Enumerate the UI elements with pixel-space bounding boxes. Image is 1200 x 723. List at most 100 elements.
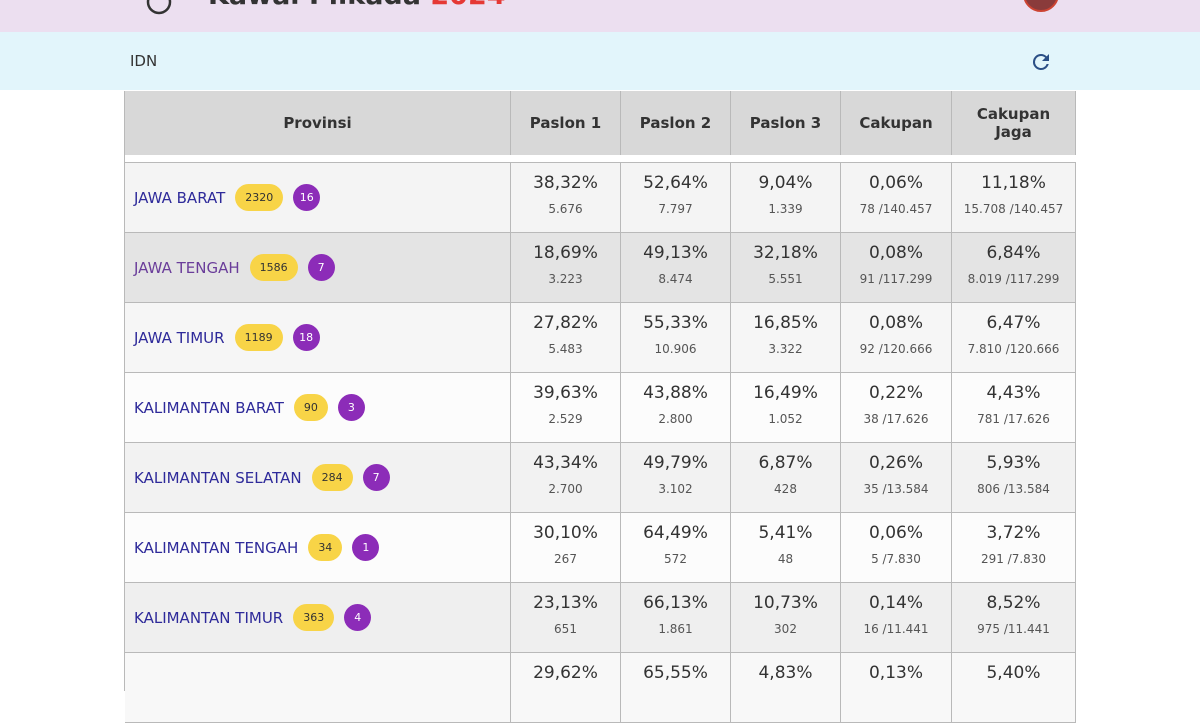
percentage: 16,85%: [753, 313, 818, 333]
vote-count: 3.102: [658, 482, 693, 496]
value-cell: 18,69% 3.223: [511, 233, 621, 303]
province-name[interactable]: JAWA TIMUR: [134, 328, 225, 347]
breadcrumb[interactable]: IDN: [130, 52, 158, 70]
value-cell: 0,06% 5 /7.830: [841, 513, 952, 583]
value-cell: 43,88% 2.800: [621, 373, 731, 443]
value-cell: 55,33% 10.906: [621, 303, 731, 373]
province-name[interactable]: KALIMANTAN SELATAN: [134, 468, 302, 487]
value-cell: 0,06% 78 /140.457: [841, 163, 952, 233]
province-cell: KALIMANTAN SELATAN 284 7: [125, 443, 511, 513]
avatar[interactable]: [1022, 0, 1060, 14]
percentage: 4,43%: [986, 383, 1041, 403]
vote-count: 291 /7.830: [980, 552, 1047, 566]
percentage: 30,10%: [533, 523, 598, 543]
percentage: 5,41%: [758, 523, 813, 543]
value-cell: 0,13%: [841, 653, 952, 723]
table-row[interactable]: JAWA TENGAH 1586 7 18,69% 3.223 49,13% 8.474 32…: [125, 233, 1076, 303]
column-header: Cakupan Jaga: [952, 91, 1076, 155]
vote-count: 16 /11.441: [863, 622, 929, 636]
table-row[interactable]: KALIMANTAN SELATAN 284 7 43,34% 2.700 49,79% 3…: [125, 443, 1076, 513]
results-table: Provinsi Paslon 1 Paslon 2 Paslon 3 Cakupan C…: [124, 91, 1076, 723]
count-badge: 2320: [235, 184, 284, 211]
issue-badge: 1: [352, 534, 380, 561]
percentage: 49,13%: [643, 243, 708, 263]
province-cell: KALIMANTAN TENGAH 34 1: [125, 513, 511, 583]
vote-count: 975 /11.441: [977, 622, 1050, 636]
province-name[interactable]: JAWA TENGAH: [134, 258, 240, 277]
percentage: 43,34%: [533, 453, 598, 473]
top-bar: Kawal Pilkada 2024: [0, 0, 1200, 32]
value-cell: 9,04% 1.339: [731, 163, 841, 233]
table-row[interactable]: KALIMANTAN TENGAH 34 1 30,10% 267 64,49% 572 5,…: [125, 513, 1076, 583]
percentage: 11,18%: [981, 173, 1046, 193]
vote-count: 1.861: [658, 622, 693, 636]
vote-count: 7.810 /120.666: [967, 342, 1060, 356]
value-cell: 52,64% 7.797: [621, 163, 731, 233]
province-cell: JAWA TENGAH 1586 7: [125, 233, 511, 303]
province-name[interactable]: KALIMANTAN BARAT: [134, 398, 284, 417]
table-row[interactable]: JAWA BARAT 2320 16 38,32% 5.676 52,64% 7.797 9,…: [125, 163, 1076, 233]
percentage: 52,64%: [643, 173, 708, 193]
percentage: 16,49%: [753, 383, 818, 403]
refresh-button[interactable]: [1029, 50, 1053, 74]
percentage: 49,79%: [643, 453, 708, 473]
province-cell: [125, 653, 511, 723]
vote-count: 651: [554, 622, 577, 636]
table-row[interactable]: 29,62% 65,55% 4,83% 0,13% 5,40%: [125, 653, 1076, 723]
count-badge: 90: [293, 394, 328, 421]
vote-count: 48: [777, 552, 794, 566]
vote-count: 78 /140.457: [859, 202, 933, 216]
percentage: 0,08%: [868, 243, 923, 263]
table-row[interactable]: JAWA TIMUR 1189 18 27,82% 5.483 55,33% 10.906 1…: [125, 303, 1076, 373]
percentage: 65,55%: [643, 663, 708, 683]
vote-count: 572: [664, 552, 687, 566]
percentage: 0,08%: [868, 313, 923, 333]
vote-count: 38 /17.626: [863, 412, 929, 426]
percentage: 32,18%: [753, 243, 818, 263]
vote-count: 1.052: [768, 412, 803, 426]
table-row[interactable]: KALIMANTAN TIMUR 363 4 23,13% 651 66,13% 1.861…: [125, 583, 1076, 653]
province-name[interactable]: KALIMANTAN TIMUR: [134, 608, 284, 627]
vote-count: 2.529: [548, 412, 583, 426]
province-cell: KALIMANTAN BARAT 90 3: [125, 373, 511, 443]
value-cell: 30,10% 267: [511, 513, 621, 583]
percentage: 0,13%: [868, 663, 923, 683]
value-cell: 38,32% 5.676: [511, 163, 621, 233]
percentage: 29,62%: [533, 663, 598, 683]
value-cell: 0,26% 35 /13.584: [841, 443, 952, 513]
percentage: 55,33%: [643, 313, 708, 333]
vote-count: 91 /117.299: [859, 272, 933, 286]
percentage: 10,73%: [753, 593, 818, 613]
issue-badge: 7: [307, 254, 335, 281]
percentage: 66,13%: [643, 593, 708, 613]
value-cell: 0,08% 91 /117.299: [841, 233, 952, 303]
value-cell: 66,13% 1.861: [621, 583, 731, 653]
vote-count: 2.700: [548, 482, 583, 496]
vote-count: 267: [554, 552, 577, 566]
value-cell: 0,08% 92 /120.666: [841, 303, 952, 373]
value-cell: 0,14% 16 /11.441: [841, 583, 952, 653]
title-year: 2024: [430, 0, 505, 11]
value-cell: 5,40%: [952, 653, 1076, 723]
logo[interactable]: [145, 0, 173, 16]
vote-count: 3.223: [548, 272, 583, 286]
vote-count: 7.797: [658, 202, 693, 216]
value-cell: 11,18% 15.708 /140.457: [952, 163, 1076, 233]
vote-count: 2.800: [658, 412, 693, 426]
vote-count: 35 /13.584: [863, 482, 929, 496]
province-name[interactable]: JAWA BARAT: [134, 188, 226, 207]
province-name[interactable]: KALIMANTAN TENGAH: [134, 538, 299, 557]
issue-badge: 7: [362, 464, 390, 491]
value-cell: 6,47% 7.810 /120.666: [952, 303, 1076, 373]
vote-count: 806 /13.584: [977, 482, 1050, 496]
table-row[interactable]: KALIMANTAN BARAT 90 3 39,63% 2.529 43,88% 2.80…: [125, 373, 1076, 443]
count-badge: 1189: [234, 324, 283, 351]
percentage: 0,14%: [868, 593, 923, 613]
percentage: 5,40%: [986, 663, 1041, 683]
vote-count: 5.483: [548, 342, 583, 356]
value-cell: 16,49% 1.052: [731, 373, 841, 443]
vote-count: 781 /17.626: [977, 412, 1050, 426]
value-cell: 6,87% 428: [731, 443, 841, 513]
value-cell: 0,22% 38 /17.626: [841, 373, 952, 443]
